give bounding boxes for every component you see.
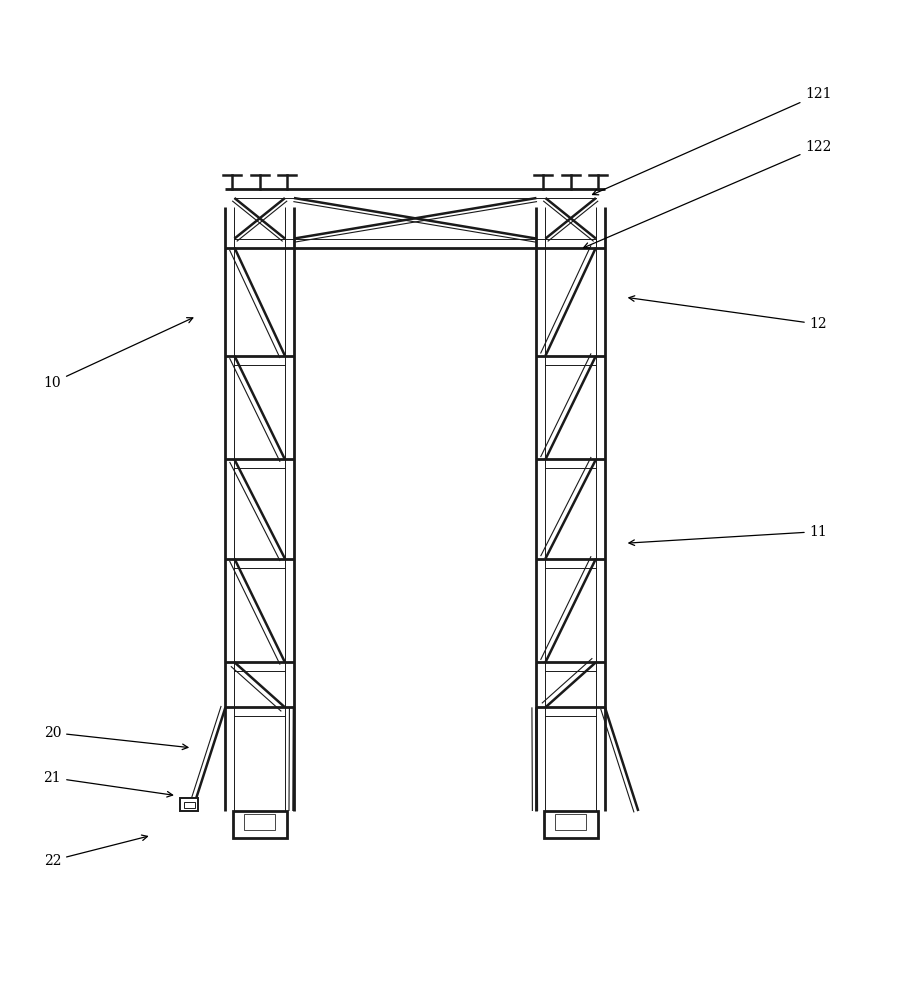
Text: 21: 21: [44, 771, 172, 797]
Text: 22: 22: [44, 835, 148, 868]
Text: 12: 12: [629, 296, 827, 331]
Bar: [555, 814, 586, 830]
Text: 10: 10: [44, 318, 193, 390]
Text: 20: 20: [44, 726, 188, 750]
Bar: [244, 814, 276, 830]
Bar: [184, 802, 195, 808]
Bar: [543, 811, 598, 838]
Bar: [233, 811, 287, 838]
Text: 122: 122: [583, 140, 832, 248]
Text: 121: 121: [592, 87, 832, 195]
Bar: [180, 798, 199, 811]
Text: 11: 11: [629, 525, 827, 545]
